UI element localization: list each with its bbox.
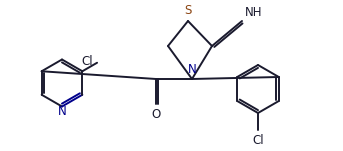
Text: Cl: Cl xyxy=(81,55,93,68)
Text: N: N xyxy=(188,63,197,76)
Text: Cl: Cl xyxy=(252,134,264,147)
Text: NH: NH xyxy=(245,6,262,19)
Text: S: S xyxy=(184,4,192,17)
Text: N: N xyxy=(58,105,67,118)
Text: O: O xyxy=(151,108,161,121)
